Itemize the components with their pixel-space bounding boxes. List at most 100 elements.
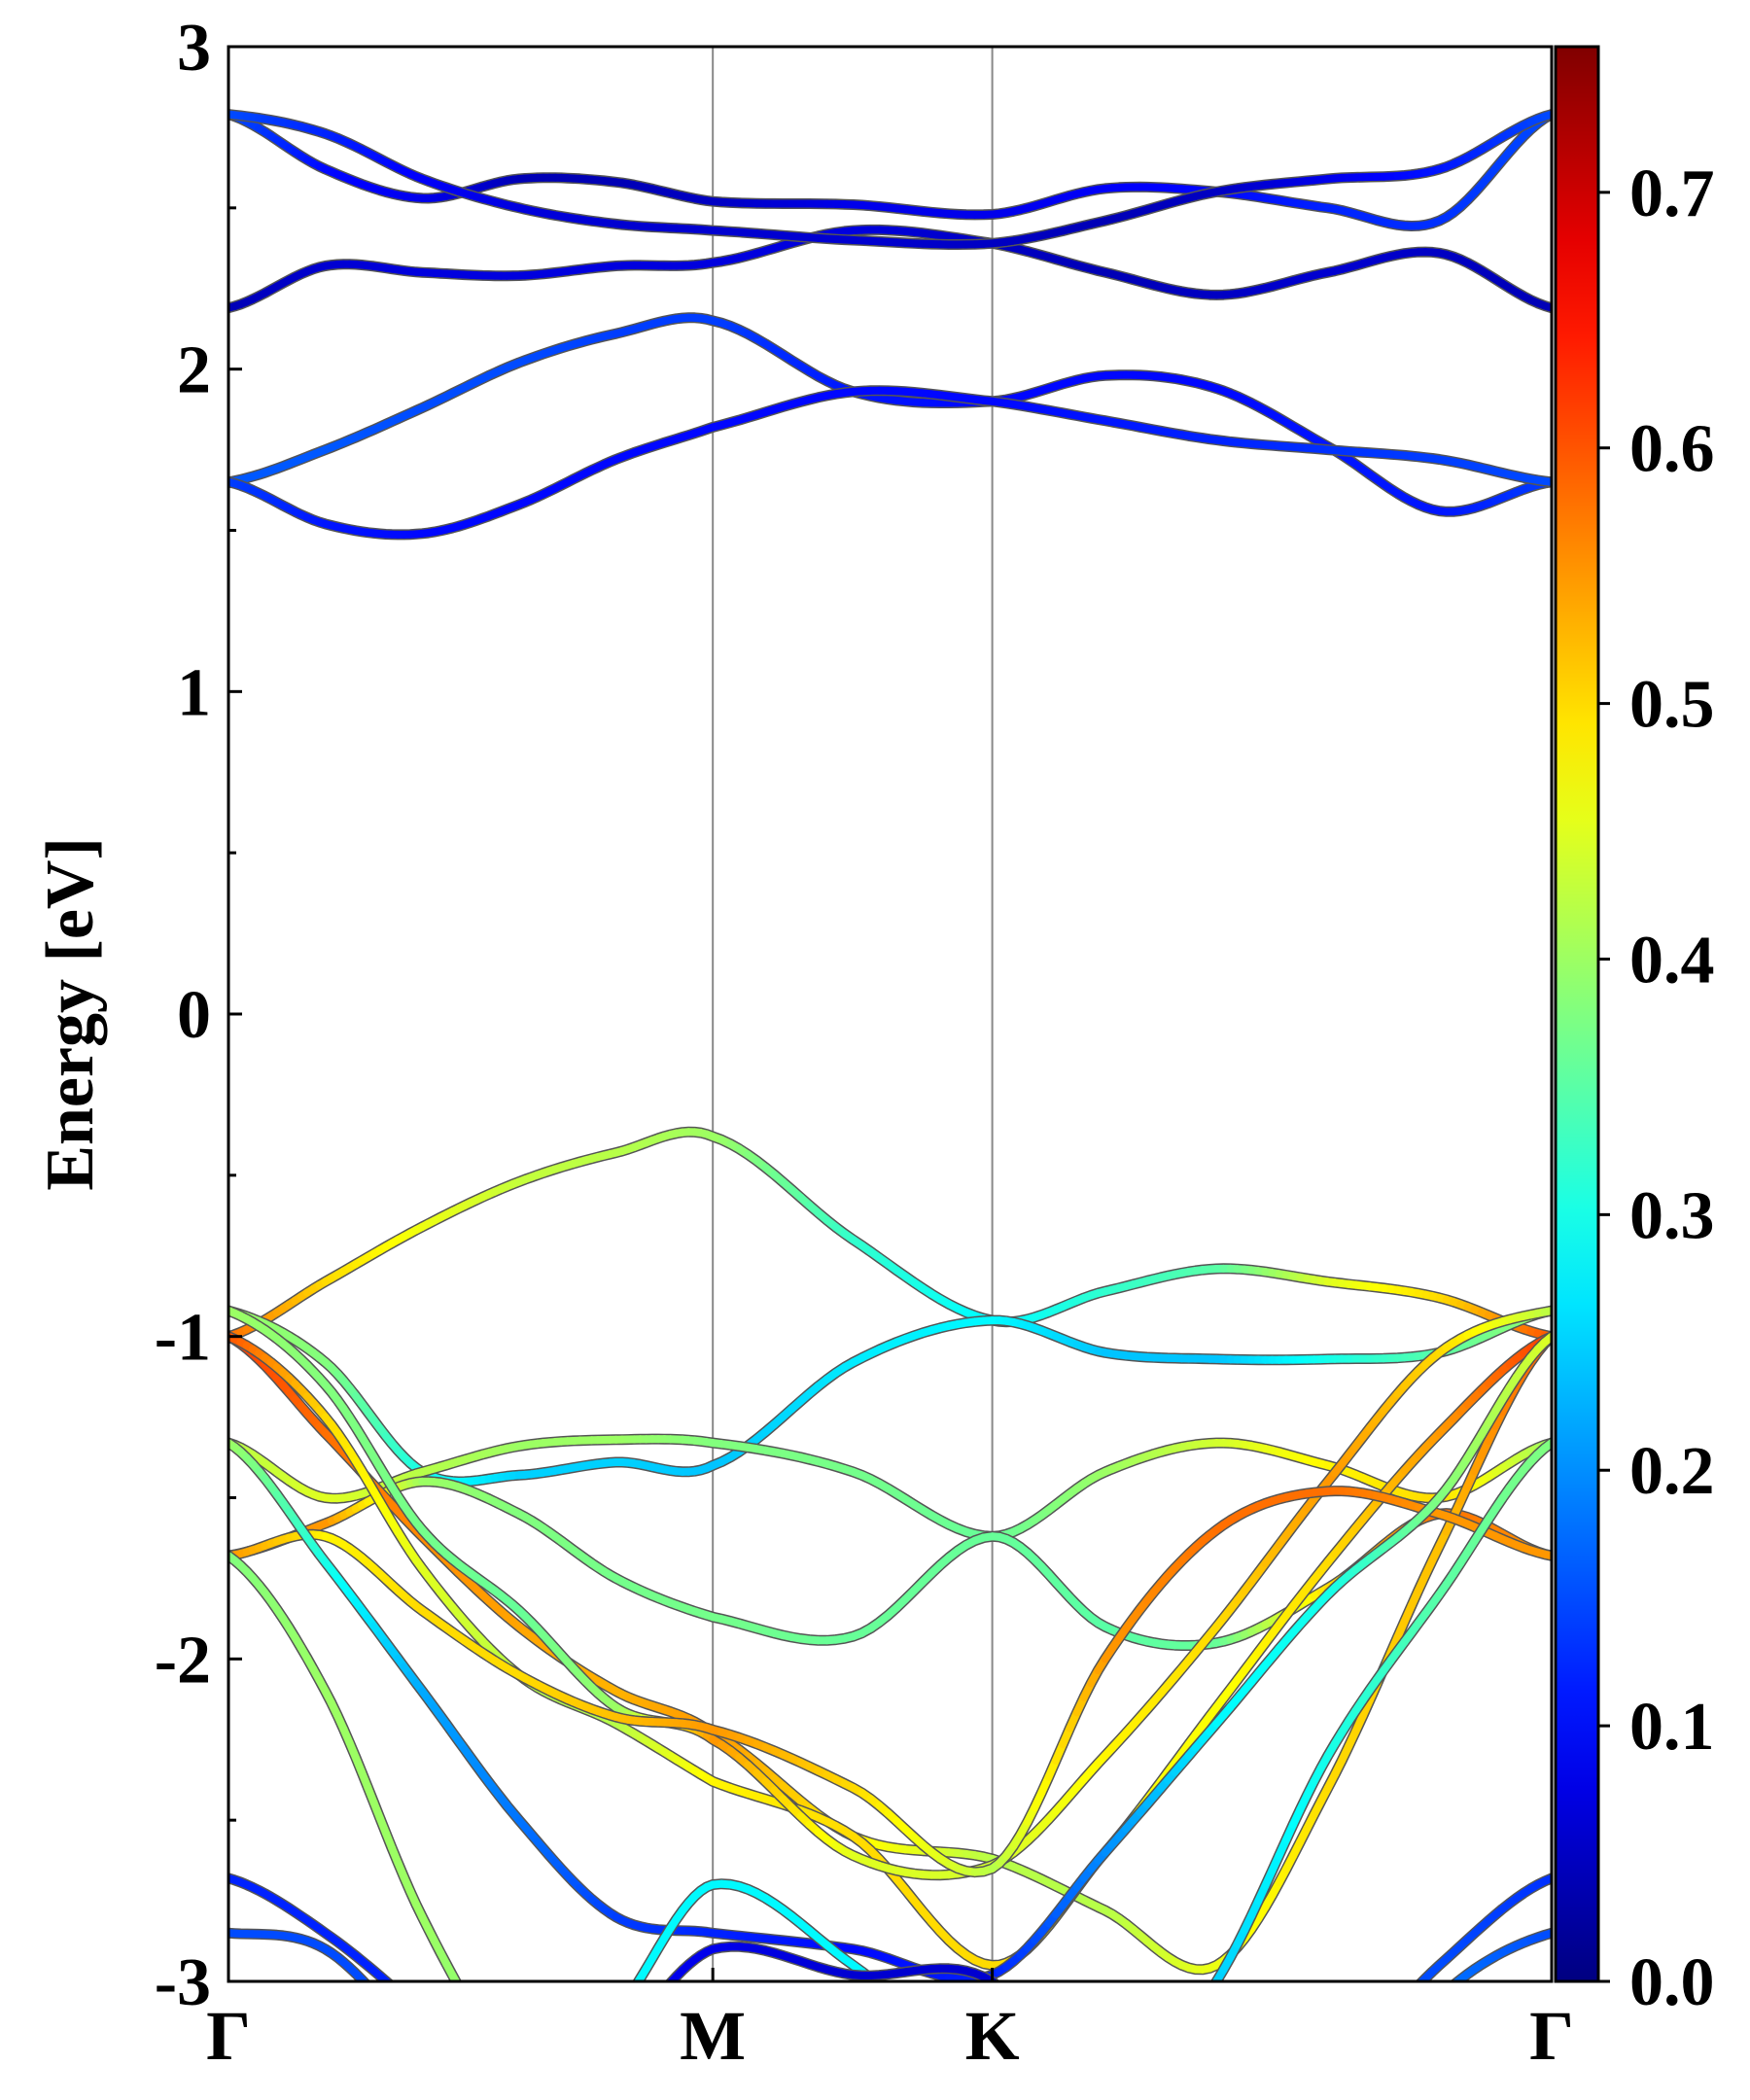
band-segment [1390,2052,1397,2063]
band-segment [1363,2038,1370,2046]
band-segment [392,2012,398,2019]
band-segment [568,2069,574,2077]
band-segment [531,2091,537,2097]
band-segment [476,2081,482,2087]
band-segment [489,2037,495,2046]
band-segment [1355,2046,1362,2052]
colorbar-tick-label: 0.0 [1629,1945,1715,2020]
colorbar [1554,45,1600,1983]
band-segment [658,1990,664,1997]
x-tick-label: Γ [206,1997,251,2075]
band-segment [495,2047,501,2055]
y-tick-label: 1 [177,655,211,730]
band-segment [666,1978,675,1981]
x-tick-label: Γ [1529,1997,1574,2075]
band-segment [1335,2066,1342,2072]
band-segment [640,2012,646,2018]
band-outline [228,1872,1552,1981]
band-segment [1383,2063,1390,2074]
band-segment [1397,2042,1404,2052]
band-segment [1377,2023,1383,2031]
band-segment [1363,2095,1370,2100]
band-segment [435,2059,440,2067]
band-segment [555,2083,561,2090]
band-segment [422,2013,428,2019]
y-axis-ticks: -3 -2 -1 0 1 2 3 [155,11,242,2020]
band-segment [416,2008,422,2013]
band-segment [416,2040,422,2046]
band-segment [519,2079,525,2085]
y-tick-label: 0 [177,978,211,1053]
band-outline [228,1305,1552,1881]
band-segment [1328,2073,1335,2079]
band-segment [459,1986,465,1997]
band-segment [931,2030,940,2038]
y-tick-label: 3 [177,11,211,86]
band-outline [228,1476,1552,1651]
band-segment [422,2046,428,2052]
band-segment [999,2083,1006,2088]
band-segment [392,1986,398,1992]
x-tick-label: K [965,1997,1020,2075]
band-segment [949,2046,958,2052]
band-segment [604,2021,610,2029]
band-segment [1034,2038,1041,2050]
band-segment [525,2085,531,2092]
x-tick-label: M [680,1997,746,2075]
band-segment [1049,2062,1056,2075]
band-segment [1390,2008,1397,2015]
band-segment [1203,1992,1209,2003]
band-segment [1147,2066,1154,2074]
band-segment [483,2028,489,2038]
band-segment [1133,2081,1139,2087]
band-segment [585,2075,591,2082]
colorbar-tick-label: 0.2 [1629,1434,1715,1509]
band-segment [1383,2015,1390,2023]
band-V8 [228,1486,1552,1878]
band-V1 [228,1126,1552,1343]
band-segment [1405,1993,1412,2001]
band-segment [622,1998,628,2007]
band-segment [1013,2094,1020,2099]
y-tick-label: 2 [177,333,211,408]
band-segment [476,2017,482,2027]
y-tick-label: -2 [155,1623,211,1698]
band-segment [598,2029,604,2037]
band-segment [622,2033,628,2040]
band-segment [999,1987,1006,1995]
band-segment [1211,1978,1221,1981]
band-segment [1154,2058,1161,2066]
band-segment [628,1988,634,1997]
band-segment [923,2022,931,2030]
band-segment [1348,2052,1355,2059]
band-V4 [228,1476,1552,1651]
band-segment [1119,2093,1126,2099]
band-segment [1168,2041,1174,2049]
band-segment [1425,2005,1432,2012]
band-segment [598,2059,604,2067]
colorbar-tick-label: 0.4 [1629,923,1715,998]
band-segment [940,2038,949,2046]
band-segment [1056,2075,1063,2087]
band-segment [1377,2074,1383,2084]
band-C4 [228,109,1552,250]
band-outline [228,312,1552,517]
band-segment [652,1997,658,2004]
band-segment [1028,2026,1034,2038]
band-segment [579,2052,585,2060]
band-segment [616,2040,622,2046]
band-C2 [228,224,1552,314]
band-segment [428,2052,434,2059]
band-segment [465,2065,471,2073]
band-segment [647,2004,652,2012]
band-segment [428,2019,434,2026]
band-segment [1041,2049,1048,2062]
band-V12 [228,1927,1552,2100]
band-segment [471,2008,476,2017]
band-C3 [228,109,1552,231]
band-segment [507,2063,512,2071]
band-segment [634,2019,640,2026]
band-segment [616,2006,622,2013]
high-symmetry-lines [712,47,994,1981]
